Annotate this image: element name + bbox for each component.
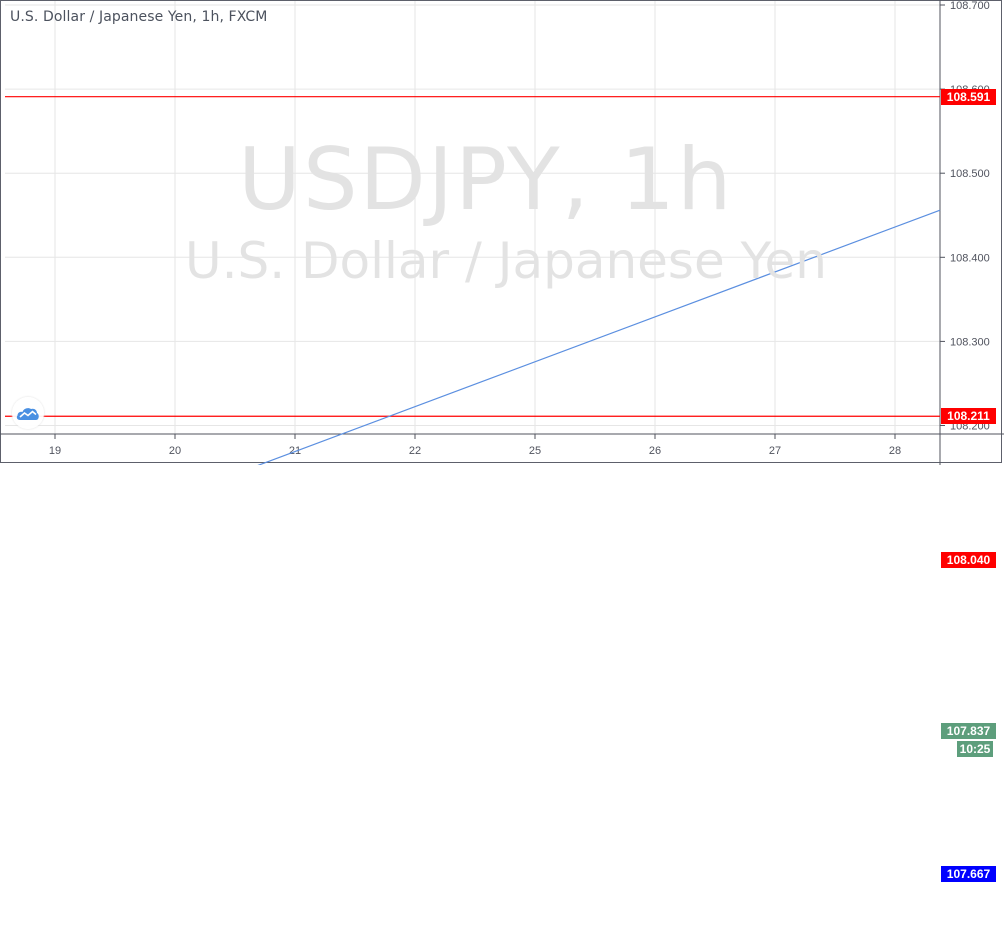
x-tick-label: 20: [169, 445, 181, 457]
x-tick-label: 22: [409, 445, 421, 457]
resistance-price-label: 108.211: [941, 408, 996, 425]
tradingview-logo[interactable]: [12, 397, 44, 429]
x-tick-label: 26: [649, 445, 661, 457]
trendline[interactable]: [5, 209, 941, 465]
cloud-chart-icon: [16, 408, 39, 420]
x-tick-label: 25: [529, 445, 541, 457]
y-tick-label: 108.700: [950, 0, 990, 12]
x-tick-label: 28: [889, 445, 901, 457]
resistance-price-label: 108.040: [941, 552, 996, 569]
x-tick-label: 19: [49, 445, 61, 457]
support-price-label: 107.667: [941, 865, 996, 882]
y-tick-label: 108.300: [950, 336, 990, 348]
y-tick-label: 108.400: [950, 252, 990, 264]
x-tick-label: 27: [769, 445, 781, 457]
y-tick-label: 108.500: [950, 168, 990, 180]
candlestick-chart[interactable]: 108.700108.600108.500108.400108.300108.2…: [0, 0, 1004, 465]
chart-title: U.S. Dollar / Japanese Yen, 1h, FXCM: [10, 9, 268, 25]
resistance-price-label: 108.591: [941, 88, 996, 105]
bar-countdown-label: 10:25: [957, 740, 993, 757]
chart-frame: [0, 0, 1002, 463]
last-price-label: 107.837: [941, 722, 996, 739]
